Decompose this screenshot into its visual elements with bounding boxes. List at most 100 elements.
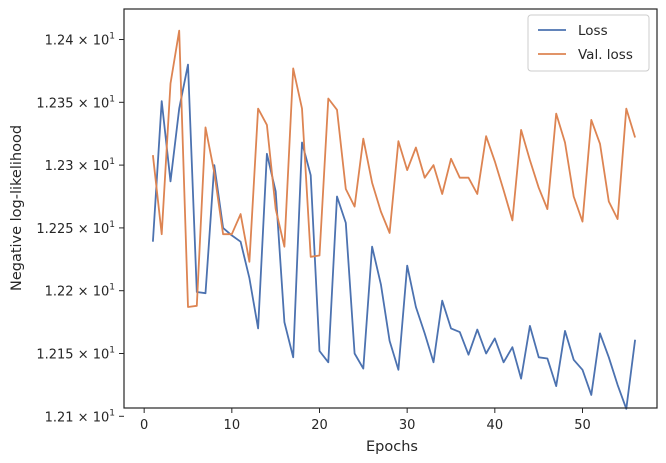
- data-point-loss: [204, 292, 206, 294]
- data-point-loss: [476, 328, 478, 330]
- data-point-loss: [301, 141, 303, 143]
- x-axis-ticks: 0 10 20 30 40 50: [140, 408, 591, 433]
- data-point-val-loss: [257, 107, 259, 109]
- legend-label-val-loss: Val. loss: [578, 47, 633, 63]
- data-point-loss: [529, 325, 531, 327]
- data-point-val-loss: [336, 109, 338, 111]
- data-point-loss: [502, 361, 504, 363]
- data-point-loss: [388, 340, 390, 342]
- x-tick-label: 40: [487, 418, 504, 433]
- data-point-val-loss: [362, 138, 364, 140]
- data-point-val-loss: [564, 141, 566, 143]
- data-point-loss: [599, 332, 601, 334]
- data-point-val-loss: [511, 219, 513, 221]
- data-point-val-loss: [599, 143, 601, 145]
- data-point-val-loss: [424, 177, 426, 179]
- data-point-val-loss: [275, 208, 277, 210]
- y-tick-label: 1.23 × 101: [45, 157, 115, 174]
- data-point-loss: [573, 359, 575, 361]
- data-point-loss: [292, 356, 294, 358]
- data-point-val-loss: [345, 188, 347, 190]
- data-point-val-loss: [476, 193, 478, 195]
- data-point-val-loss: [222, 233, 224, 235]
- y-axis-ticks: 1.21 × 101 1.215 × 101 1.22 × 101 1.225 × 1…: [36, 32, 124, 425]
- data-point-val-loss: [406, 169, 408, 171]
- data-point-loss: [538, 356, 540, 358]
- x-tick-label: 30: [399, 418, 416, 433]
- data-point-val-loss: [538, 187, 540, 189]
- data-point-val-loss: [520, 129, 522, 131]
- data-point-loss: [318, 350, 320, 352]
- data-point-loss: [362, 367, 364, 369]
- data-point-loss: [581, 369, 583, 371]
- plot-frame: [123, 8, 658, 409]
- data-point-loss: [336, 195, 338, 197]
- data-point-loss: [345, 222, 347, 224]
- data-point-val-loss: [283, 246, 285, 248]
- data-point-val-loss: [152, 154, 154, 156]
- data-point-val-loss: [450, 158, 452, 160]
- data-point-loss: [511, 346, 513, 348]
- data-point-loss: [555, 385, 557, 387]
- data-point-val-loss: [432, 164, 434, 166]
- x-tick-label: 10: [224, 418, 241, 433]
- data-point-val-loss: [318, 254, 320, 256]
- data-point-loss: [590, 394, 592, 396]
- data-point-loss: [459, 331, 461, 333]
- y-tick-label: 1.24 × 101: [45, 32, 115, 49]
- data-point-loss: [432, 361, 434, 363]
- data-point-val-loss: [231, 233, 233, 235]
- data-point-loss: [266, 153, 268, 155]
- data-point-val-loss: [178, 30, 180, 32]
- data-point-val-loss: [616, 218, 618, 220]
- data-point-loss: [634, 339, 636, 341]
- legend-label-loss: Loss: [578, 23, 608, 39]
- data-point-val-loss: [310, 256, 312, 258]
- data-point-val-loss: [380, 210, 382, 212]
- data-point-loss: [248, 277, 250, 279]
- series-layer: [152, 29, 636, 410]
- data-point-val-loss: [161, 233, 163, 235]
- y-tick-label: 1.21 × 101: [45, 408, 115, 425]
- data-point-val-loss: [388, 232, 390, 234]
- data-point-loss: [152, 241, 154, 243]
- data-point-loss: [441, 300, 443, 302]
- data-point-loss: [169, 180, 171, 182]
- x-tick-label: 50: [574, 418, 591, 433]
- data-point-val-loss: [581, 220, 583, 222]
- data-point-loss: [546, 357, 548, 359]
- data-point-val-loss: [266, 124, 268, 126]
- data-point-loss: [283, 321, 285, 323]
- data-point-val-loss: [625, 107, 627, 109]
- x-tick-label: 20: [311, 418, 328, 433]
- x-tick-label: 0: [140, 418, 148, 433]
- data-point-val-loss: [239, 213, 241, 215]
- data-point-val-loss: [187, 306, 189, 308]
- data-point-val-loss: [248, 261, 250, 263]
- data-point-val-loss: [573, 195, 575, 197]
- data-point-loss: [310, 174, 312, 176]
- series-line-loss: [152, 63, 636, 410]
- data-point-loss: [380, 283, 382, 285]
- data-point-val-loss: [467, 177, 469, 179]
- data-point-loss: [257, 327, 259, 329]
- data-point-val-loss: [502, 189, 504, 191]
- legend: Loss Val. loss: [527, 14, 650, 72]
- data-point-loss: [178, 107, 180, 109]
- y-tick-label: 1.22 × 101: [45, 283, 115, 300]
- data-point-loss: [564, 330, 566, 332]
- data-point-loss: [467, 354, 469, 356]
- y-tick-label: 1.215 × 101: [36, 345, 115, 362]
- data-point-loss: [485, 352, 487, 354]
- data-point-loss: [406, 264, 408, 266]
- data-point-val-loss: [441, 193, 443, 195]
- data-point-loss: [397, 369, 399, 371]
- data-point-val-loss: [494, 160, 496, 162]
- data-point-val-loss: [546, 208, 548, 210]
- y-tick-label: 1.235 × 101: [36, 94, 115, 111]
- x-axis-label: Epochs: [366, 439, 418, 455]
- data-point-val-loss: [459, 177, 461, 179]
- data-point-val-loss: [634, 136, 636, 138]
- data-point-val-loss: [169, 82, 171, 84]
